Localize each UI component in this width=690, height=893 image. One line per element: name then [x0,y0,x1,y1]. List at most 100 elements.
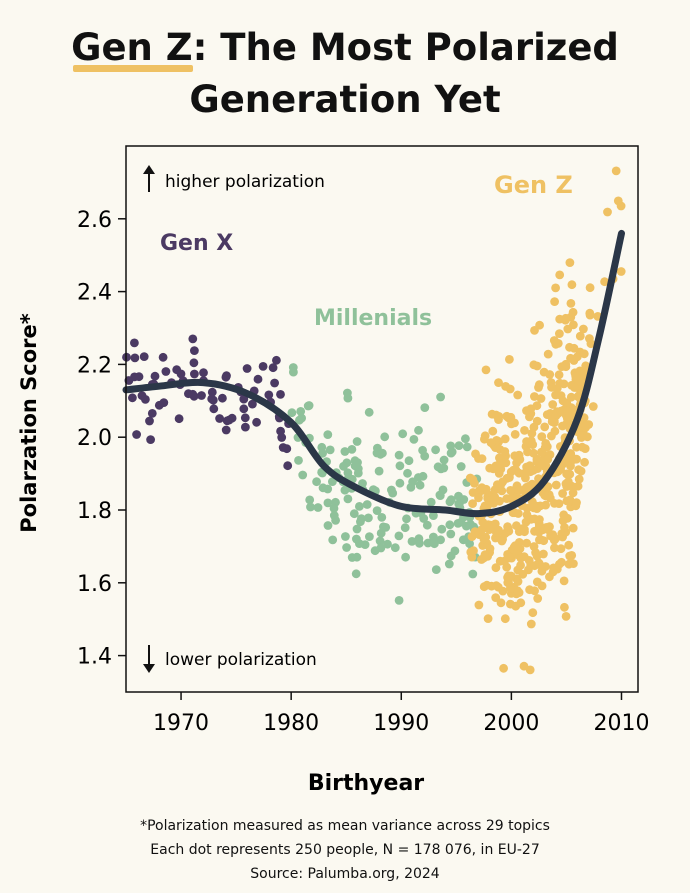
scatter-point [579,349,589,359]
scatter-point [296,407,306,416]
scatter-point [188,334,198,344]
scatter-point [500,434,510,444]
scatter-point [134,372,144,382]
scatter-point [462,442,472,452]
scatter-point [550,297,559,306]
scatter-point [419,514,429,523]
scatter-point [522,538,531,548]
lower-annotation: lower polarization [143,645,317,673]
y-tick-label: 1.8 [77,499,112,524]
scatter-point [528,440,538,449]
scatter-point [532,504,542,513]
x-tick-label: 1990 [373,711,429,736]
scatter-point [566,392,576,402]
scatter-point [342,543,351,552]
scatter-point [505,473,514,482]
scatter-point [543,349,553,359]
scatter-point [516,560,525,570]
scatter-point [355,502,364,511]
scatter-point [341,532,350,541]
scatter-point [150,371,160,381]
scatter-point [207,394,217,404]
scatter-point [474,454,483,463]
scatter-points [122,166,626,675]
scatter-point [561,359,571,369]
scatter-point [600,277,609,287]
scatter-point [555,329,564,338]
series-millenials [287,363,482,605]
scatter-point [468,499,477,508]
title-rest: : The Most Polarized [192,26,619,69]
scatter-point [287,408,297,418]
scatter-point [407,537,417,546]
scatter-point [253,374,263,384]
scatter-point [507,419,516,429]
scatter-point [514,468,524,478]
x-tick-label: 2000 [483,711,539,736]
scatter-point [491,581,501,591]
scatter-point [409,435,419,444]
scatter-point [446,529,456,539]
scatter-point [418,445,427,455]
scatter-point [467,532,477,542]
scatter-point [305,495,315,505]
scatter-point [537,432,547,441]
scatter-point [364,407,374,417]
scatter-point [426,497,436,507]
scatter-point [446,441,456,451]
scatter-point [439,463,449,473]
scatter-point [547,417,557,427]
scatter-point [352,524,362,534]
scatter-point [585,334,594,343]
scatter-point [491,461,501,471]
scatter-point [147,409,157,418]
scatter-point [477,555,486,564]
scatter-point [494,469,504,478]
scatter-point [580,457,589,467]
scatter-point [222,416,232,426]
scatter-point [506,486,515,495]
scatter-point [383,539,392,549]
scatter-point [343,494,353,504]
scatter-point [362,500,372,509]
scatter-point [429,532,438,542]
scatter-point [221,425,231,435]
scatter-point [568,307,578,317]
scatter-point [446,448,456,458]
scatter-point [415,480,425,490]
legend-gen-z: Gen Z [494,171,573,199]
footnote-line-3: Source: Palumba.org, 2024 [250,866,440,882]
scatter-point [583,432,592,442]
scatter-point [474,600,484,610]
scatter-point [329,504,339,513]
x-tick-label: 1970 [153,711,209,736]
scatter-point [519,661,529,671]
scatter-point [530,392,539,401]
scatter-point [221,372,231,382]
scatter-point [569,559,578,568]
scatter-point [394,531,404,541]
scatter-point [563,324,573,334]
scatter-point [555,314,565,324]
scatter-point [537,566,547,576]
up-arrow-head-icon [143,165,155,174]
scatter-point [323,521,333,530]
scatter-point [570,383,579,392]
scatter-point [340,447,350,456]
scatter-point [264,390,274,400]
scatter-point [496,479,506,489]
scatter-point [571,372,581,382]
scatter-point [130,338,139,348]
scatter-point [585,310,595,320]
scatter-point [554,370,564,380]
scatter-point [530,561,539,571]
down-arrow-head-icon [143,664,155,673]
scatter-point [522,406,531,415]
scatter-point [483,614,493,623]
scatter-point [510,430,520,439]
scatter-point [603,207,612,217]
scatter-point [454,491,463,501]
scatter-point [535,320,544,330]
legend-gen-x: Gen X [160,231,233,256]
scatter-point [520,527,529,537]
